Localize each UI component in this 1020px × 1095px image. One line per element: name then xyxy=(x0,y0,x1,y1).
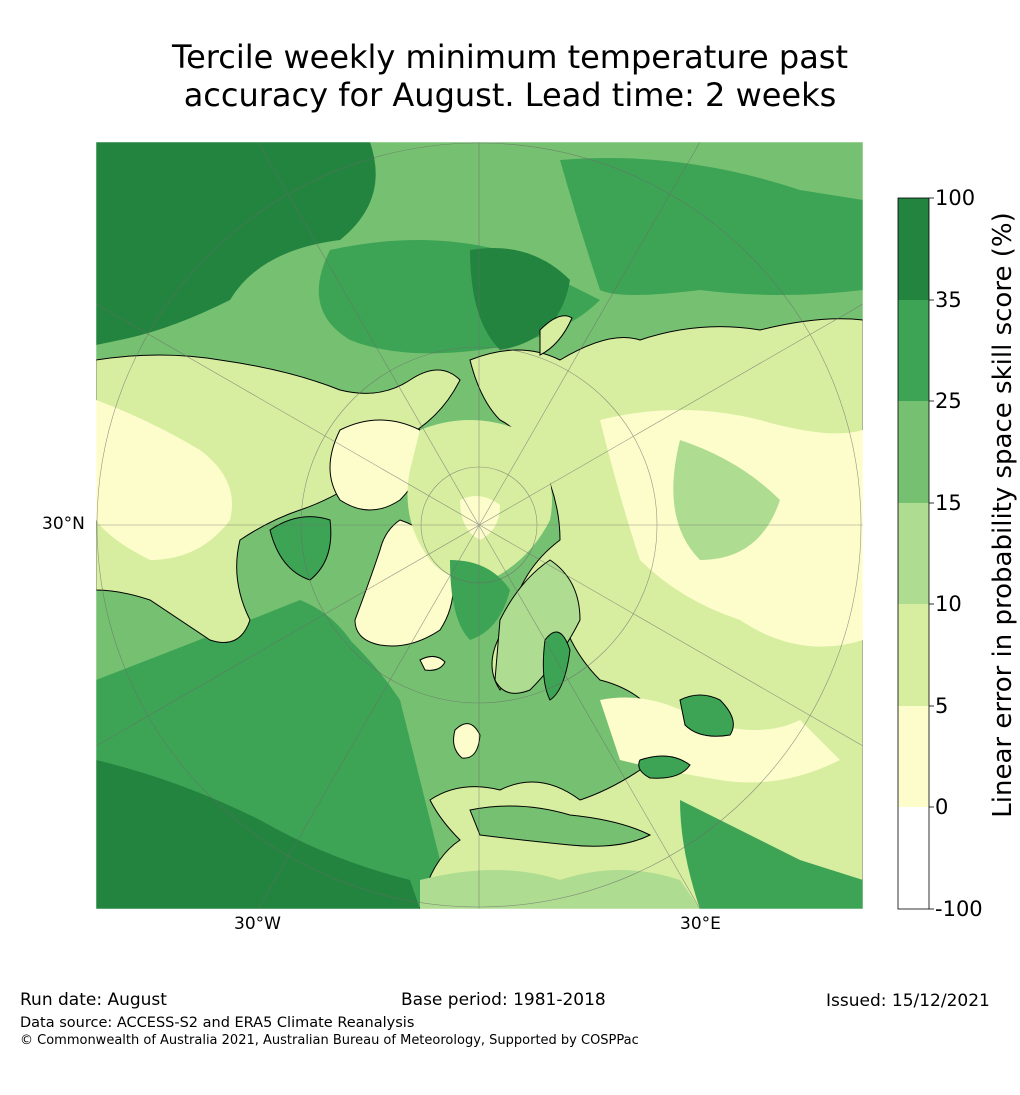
iceland xyxy=(419,656,446,671)
north-africa-medium xyxy=(420,870,700,909)
colorbar-tick-25: 25 xyxy=(935,389,962,413)
colorbar-tick-100: 100 xyxy=(935,186,976,210)
colorbar-tick-35: 35 xyxy=(935,288,962,312)
east-greenland-sea xyxy=(450,560,510,640)
colorbar-bin-35-100 xyxy=(898,198,929,300)
north-america-pale xyxy=(96,400,232,560)
lon-label-30w: 30°W xyxy=(234,914,281,934)
colorbar-bin-neg xyxy=(898,807,929,909)
colorbar-bin-5-10 xyxy=(898,604,929,706)
mediterranean-sea xyxy=(469,805,652,847)
lat-label-30n: 30°N xyxy=(42,514,85,534)
colorbar-tick-15: 15 xyxy=(935,491,962,515)
british-isles xyxy=(453,723,481,759)
labrador-high-skill xyxy=(300,600,370,687)
lon-label-30e: 30°E xyxy=(680,914,721,934)
caspian-sea xyxy=(679,694,734,737)
colorbar-tick-10: 10 xyxy=(935,592,962,616)
hudson-bay xyxy=(269,516,332,581)
north-pacific-high-skill xyxy=(96,142,376,345)
colorbar-tick-neg100: -100 xyxy=(935,897,983,921)
colorbar-label: Linear error in probability space skill … xyxy=(988,212,1018,818)
colorbar-bin-0-5 xyxy=(898,706,929,807)
title-line-1: Tercile weekly minimum temperature past xyxy=(171,38,849,76)
colorbar-bin-10-15 xyxy=(898,503,929,604)
colorbar-bin-15-25 xyxy=(898,401,929,503)
run-date: Run date: August xyxy=(20,990,167,1010)
colorbar-bin-25-35 xyxy=(898,300,929,401)
barents-high-skill xyxy=(470,248,570,350)
asia-medium xyxy=(673,440,780,560)
south-atlantic-high-skill xyxy=(96,760,420,909)
east-siberian-band xyxy=(560,158,863,295)
graticule xyxy=(96,142,863,909)
map-frame xyxy=(95,141,864,910)
map-title: Tercile weekly minimum temperature past … xyxy=(0,38,1020,114)
meridian-60e xyxy=(96,303,863,747)
copyright: © Commonwealth of Australia 2021, Austra… xyxy=(20,1033,639,1048)
black-sea xyxy=(638,755,691,779)
novaya-zemlya xyxy=(539,315,573,356)
map-field xyxy=(96,142,863,909)
colorbar-tick-marks xyxy=(929,197,934,910)
himalaya-high-skill xyxy=(680,800,863,909)
colorbar-outline xyxy=(897,197,930,910)
data-source: Data source: ACCESS-S2 and ERA5 Climate … xyxy=(20,1015,415,1031)
issued-date: Issued: 15/12/2021 xyxy=(826,991,990,1011)
title-line-2: accuracy for August. Lead time: 2 weeks xyxy=(183,76,837,114)
colorbar-tick-0: 0 xyxy=(935,795,949,819)
canadian-archipelago xyxy=(329,419,423,511)
base-period: Base period: 1981-2018 xyxy=(401,990,606,1010)
colorbar xyxy=(897,197,934,910)
colorbar-tick-5: 5 xyxy=(935,694,949,718)
